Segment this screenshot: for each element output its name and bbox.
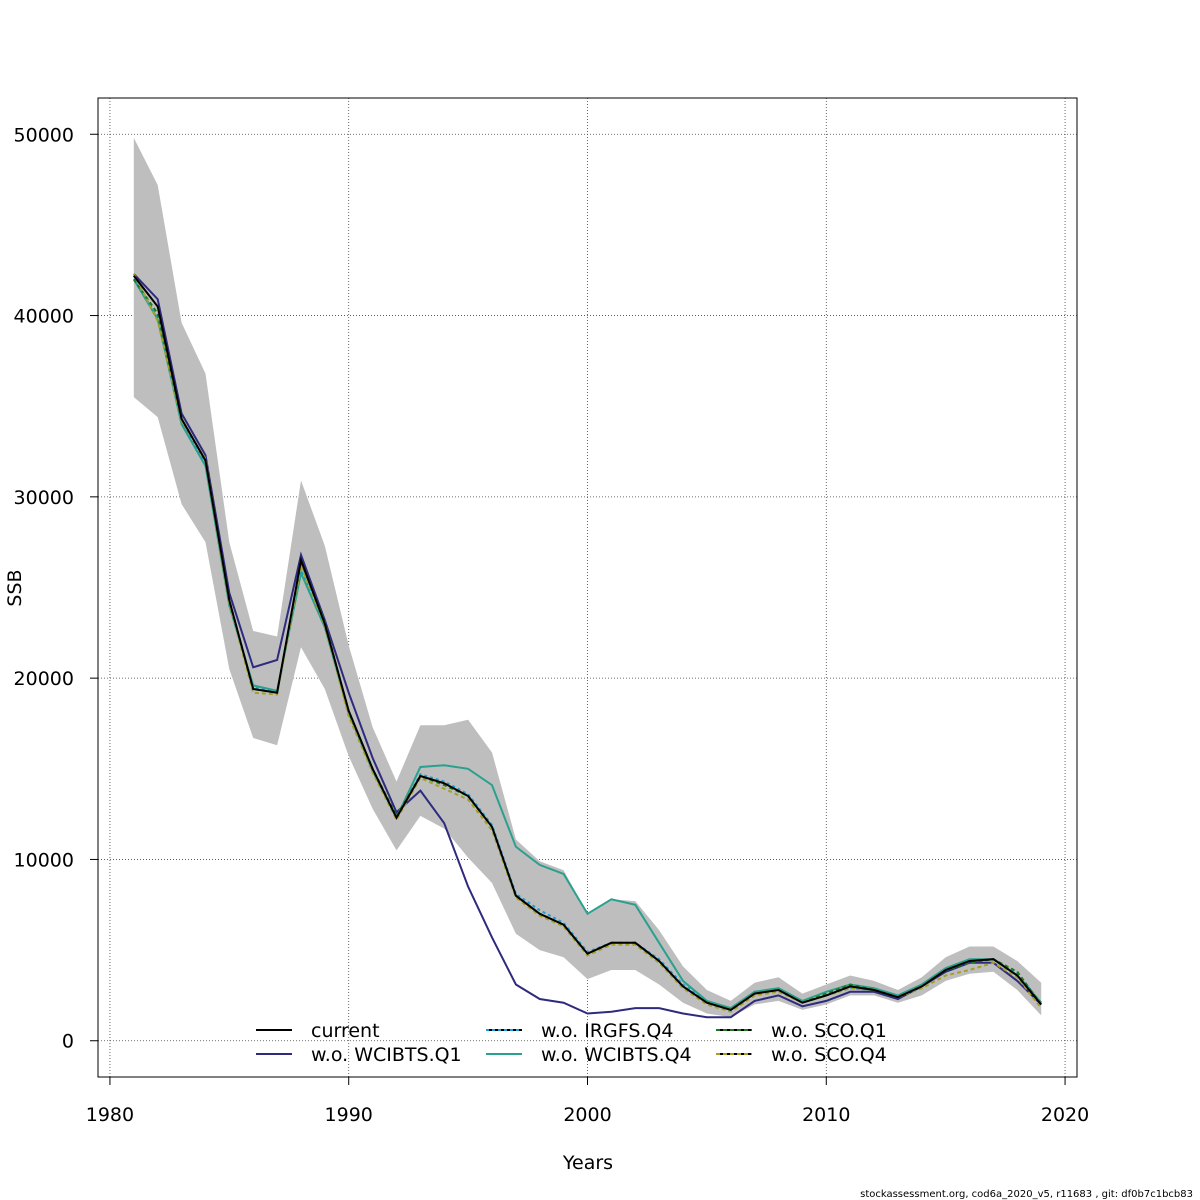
y-tick-label: 30000 — [14, 487, 74, 509]
grid — [98, 98, 1077, 1077]
legend-label: w.o. WCIBTS.Q1 — [311, 1044, 462, 1066]
series-line-current — [133, 275, 1042, 1011]
y-axis-title: SSB — [4, 569, 26, 606]
series-line-w-o-wcibts-q1 — [133, 273, 1042, 1019]
y-tick-label: 20000 — [14, 668, 74, 690]
confidence-band-area — [133, 137, 1042, 1018]
legend-item: w.o. SCO.Q4 — [716, 1044, 887, 1066]
legend-item: w.o. WCIBTS.Q4 — [486, 1044, 692, 1066]
legend-item: w.o. WCIBTS.Q1 — [256, 1044, 462, 1066]
x-tick-label: 1990 — [325, 1104, 373, 1126]
axes: 1980 1990 2000 2010 2020 0 10000 20000 30000 4000… — [14, 124, 1090, 1126]
legend-item: current — [256, 1020, 380, 1042]
legend-label: current — [311, 1020, 380, 1042]
x-tick-label: 1980 — [86, 1104, 134, 1126]
x-tick-label: 2010 — [802, 1104, 850, 1126]
legend-label: w.o. SCO.Q4 — [771, 1044, 887, 1066]
confidence-band — [133, 137, 1042, 1018]
y-tick-label: 50000 — [14, 124, 74, 146]
y-tick-label: 10000 — [14, 849, 74, 871]
x-axis-title: Years — [562, 1152, 613, 1174]
legend-label: w.o. WCIBTS.Q4 — [541, 1044, 692, 1066]
legend-item: w.o. IRGFS.Q4 — [486, 1020, 673, 1042]
series-line-w-o-irgfs-q4 — [132, 278, 1042, 1012]
source-note: stockassessment.org, cod6a_2020_v5, r116… — [860, 1189, 1193, 1200]
y-tick-label: 0 — [62, 1031, 74, 1053]
series-lines — [132, 273, 1043, 1019]
x-tick-label: 2000 — [563, 1104, 611, 1126]
x-tick-label: 2020 — [1041, 1104, 1089, 1126]
legend-label: w.o. SCO.Q1 — [771, 1020, 887, 1042]
legend-label: w.o. IRGFS.Q4 — [541, 1020, 673, 1042]
legend-item: w.o. SCO.Q1 — [716, 1020, 887, 1042]
y-tick-label: 40000 — [14, 306, 74, 328]
